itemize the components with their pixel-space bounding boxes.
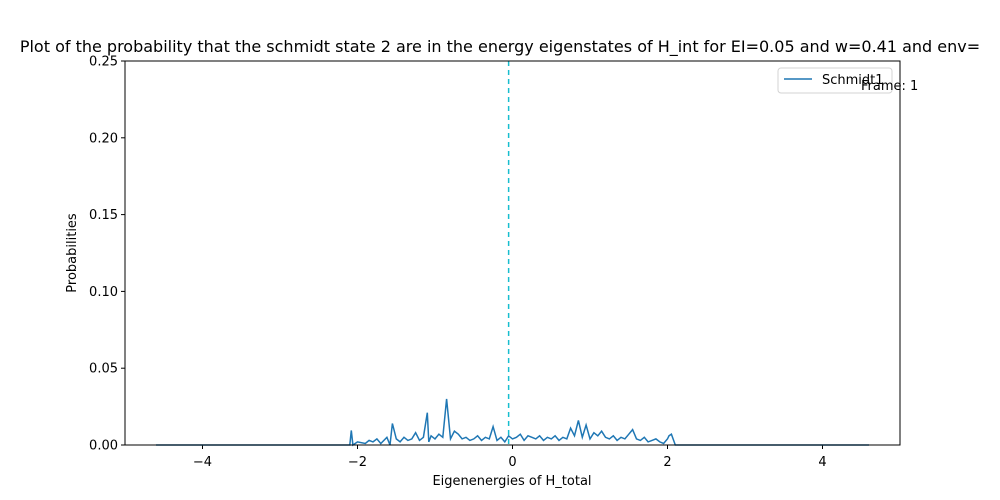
series-line-schmidt1 bbox=[156, 398, 869, 447]
x-tick-label: −2 bbox=[348, 455, 367, 470]
x-tick-label: 2 bbox=[663, 455, 671, 470]
x-tick-label: −4 bbox=[193, 455, 212, 470]
frame-label: Frame: 1 bbox=[861, 79, 918, 94]
x-tick-label: 4 bbox=[818, 455, 826, 470]
y-tick-label: 0.10 bbox=[89, 285, 118, 300]
x-axis: −4 −2 0 2 4 bbox=[193, 445, 827, 470]
x-axis-label: Eigenenergies of H_total bbox=[432, 474, 591, 489]
legend: Schmidt1 bbox=[777, 67, 893, 94]
plot-area bbox=[125, 61, 900, 445]
chart-title: Plot of the probability that the schmidt… bbox=[20, 37, 980, 57]
y-tick-label: 0.15 bbox=[89, 208, 118, 223]
x-tick-label: 0 bbox=[508, 455, 516, 470]
legend-box bbox=[777, 67, 893, 94]
y-axis: 0.00 0.05 0.10 0.15 0.20 0.25 bbox=[89, 55, 125, 454]
plot-frame bbox=[124, 60, 901, 446]
legend-label-schmidt1: Schmidt1 bbox=[822, 73, 884, 88]
y-axis-label: Probabilities bbox=[65, 213, 80, 293]
y-tick-label: 0.20 bbox=[89, 131, 118, 146]
y-tick-label: 0.25 bbox=[89, 55, 118, 70]
y-tick-label: 0.00 bbox=[89, 439, 118, 454]
y-tick-label: 0.05 bbox=[89, 362, 118, 377]
